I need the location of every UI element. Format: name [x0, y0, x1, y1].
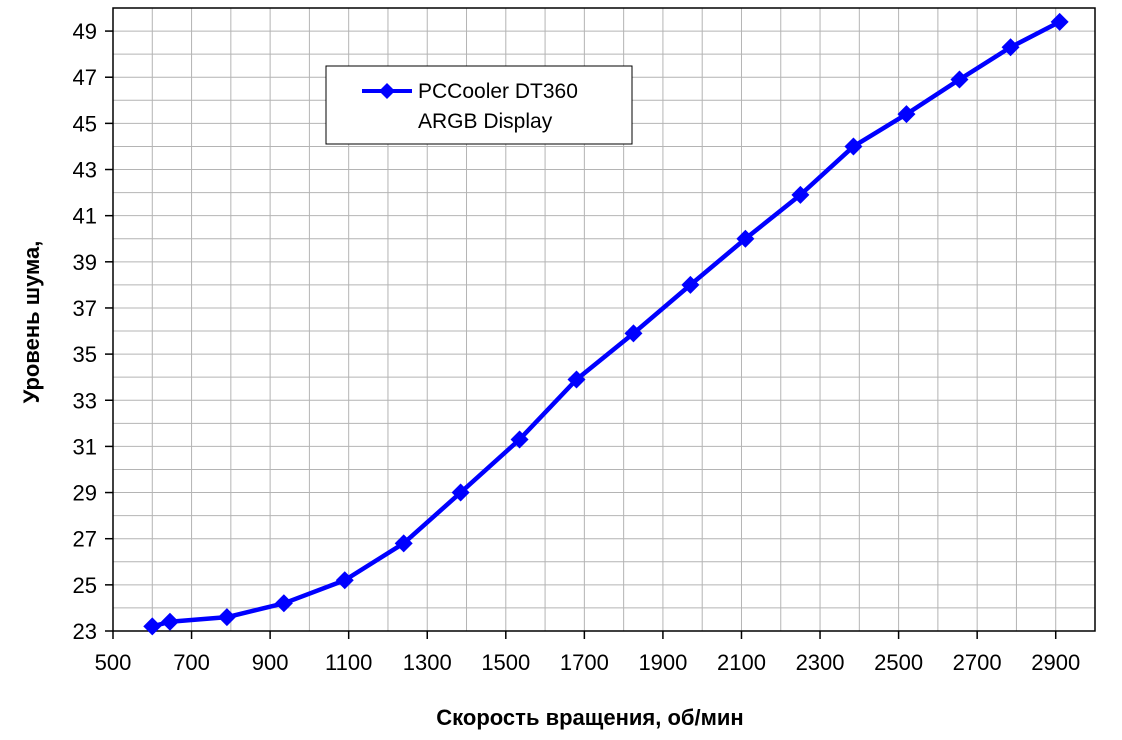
y-tick-label: 23	[73, 619, 97, 644]
data-point-marker	[143, 617, 162, 636]
y-tick-label: 41	[73, 204, 97, 229]
x-tick-label: 900	[252, 650, 289, 675]
series-layer	[143, 12, 1069, 636]
legend-marker-sample	[379, 83, 395, 99]
data-point-marker	[1050, 12, 1069, 31]
x-tick-label: 700	[173, 650, 210, 675]
y-tick-label: 39	[73, 250, 97, 275]
x-axis-title: Скорость вращения, об/мин	[436, 705, 743, 730]
x-tick-label: 1100	[325, 650, 372, 675]
legend-box	[325, 65, 633, 145]
legend: PCCooler DT360 ARGB Display	[325, 65, 633, 145]
x-tick-label: 2500	[874, 650, 923, 675]
x-tick-label: 2900	[1031, 650, 1080, 675]
y-tick-label: 33	[73, 388, 97, 413]
y-tick-label: 35	[73, 342, 97, 367]
legend-label-line-2: ARGB Display	[418, 110, 553, 133]
data-point-marker	[510, 430, 529, 449]
x-tick-label: 500	[95, 650, 132, 675]
data-point-marker	[624, 324, 643, 343]
data-point-marker	[950, 70, 969, 89]
y-tick-label: 45	[73, 111, 97, 136]
data-point-marker	[1001, 38, 1020, 57]
x-tick-label: 1900	[638, 650, 687, 675]
y-tick-label: 47	[73, 65, 97, 90]
data-point-marker	[791, 185, 810, 204]
data-point-marker	[274, 594, 293, 613]
series-line	[151, 19, 1061, 629]
data-point-marker	[736, 229, 755, 248]
x-tick-label: 1700	[560, 650, 609, 675]
y-tick-label: 31	[73, 434, 97, 459]
y-tick-label: 29	[73, 481, 97, 506]
data-point-marker	[217, 608, 236, 627]
x-tick-label: 1500	[481, 650, 530, 675]
data-point-marker	[844, 137, 863, 156]
y-tick-label: 37	[73, 296, 97, 321]
data-point-marker	[335, 571, 354, 590]
data-point-marker	[567, 370, 586, 389]
x-tick-label: 2300	[796, 650, 845, 675]
x-tick-label: 2100	[717, 650, 766, 675]
y-axis-title: Уровень шума,	[19, 241, 44, 404]
x-tick-label: 2700	[953, 650, 1002, 675]
legend-label-line-1: PCCooler DT360	[418, 80, 578, 103]
y-tick-label: 27	[73, 527, 97, 552]
x-axis-ticks: 500 700 900 1100 1300 1500 1700 1900 2100 2300 250…	[95, 631, 1080, 675]
y-tick-label: 43	[73, 158, 97, 183]
y-axis-ticks: 23 25 27 29 31 33 35 37 39 41 43 45 47 49	[73, 19, 113, 644]
data-point-marker	[451, 483, 470, 502]
y-tick-label: 49	[73, 19, 97, 44]
x-tick-label: 1300	[403, 650, 452, 675]
data-point-marker	[394, 534, 413, 553]
data-point-marker	[681, 275, 700, 294]
data-point-marker	[160, 612, 179, 631]
y-tick-label: 25	[73, 573, 97, 598]
plot-area	[112, 7, 1096, 632]
data-point-marker	[897, 105, 916, 124]
